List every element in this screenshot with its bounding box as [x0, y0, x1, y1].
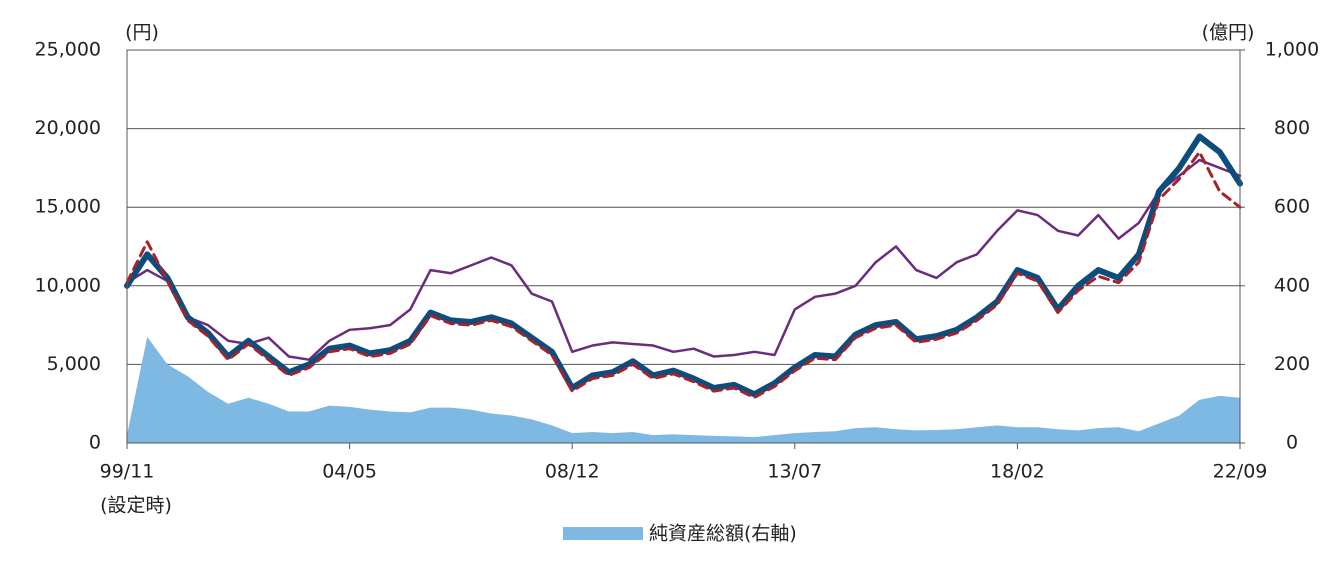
y2-tick-label: 400 — [1274, 274, 1310, 296]
area — [127, 336, 1240, 443]
y2-tick-label: 1,000 — [1265, 39, 1319, 61]
y-unit: (円) — [125, 22, 159, 44]
x-tick-label: 18/02 — [990, 461, 1045, 483]
y2-tick-label: 200 — [1274, 353, 1310, 375]
plot-frame — [126, 49, 1241, 444]
x-tick-label: 04/05 — [322, 461, 377, 483]
y-tick-label: 20,000 — [35, 117, 101, 139]
legend-label: 純資産総額(右軸) — [649, 523, 797, 545]
y-tick-label: 25,000 — [35, 39, 101, 61]
x-tick-label: 22/09 — [1213, 461, 1268, 483]
line — [125, 158, 1242, 361]
x-note: (設定時) — [100, 495, 172, 517]
line — [124, 133, 1243, 398]
y-tick-label: 10,000 — [35, 274, 101, 296]
legend-swatch — [563, 527, 643, 540]
x-tick-label: 13/07 — [767, 461, 822, 483]
y2-tick-label: 800 — [1274, 117, 1310, 139]
y2-tick-label: 0 — [1286, 432, 1298, 454]
y-tick-label: 0 — [89, 432, 101, 454]
y-tick-label: 15,000 — [35, 196, 101, 218]
line — [125, 150, 1242, 399]
x-tick-label: 99/11 — [100, 461, 155, 483]
y2-unit: (億円) — [1202, 22, 1255, 44]
x-tick-label: 08/12 — [545, 461, 600, 483]
y-tick-label: 5,000 — [47, 353, 101, 375]
y2-tick-label: 600 — [1274, 196, 1310, 218]
